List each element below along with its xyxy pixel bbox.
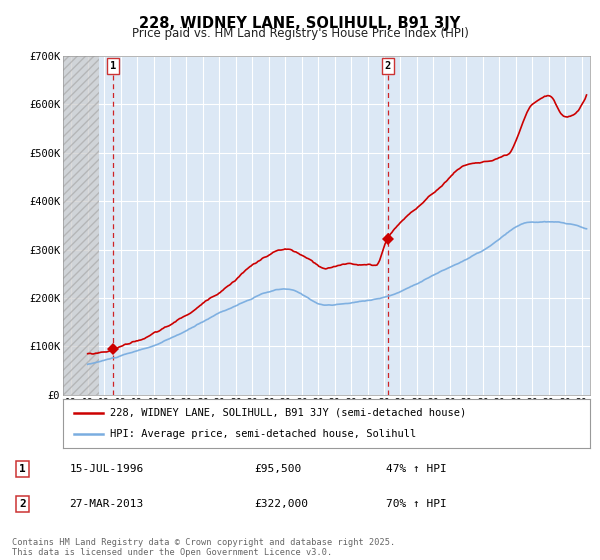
Point — [70, 431, 77, 437]
Bar — [63, 56, 99, 395]
Text: 2: 2 — [385, 61, 391, 71]
Text: 1: 1 — [110, 61, 116, 71]
Text: £322,000: £322,000 — [254, 499, 308, 509]
Text: 27-MAR-2013: 27-MAR-2013 — [70, 499, 144, 509]
Point — [70, 409, 77, 416]
Point — [99, 431, 106, 437]
Text: 228, WIDNEY LANE, SOLIHULL, B91 3JY: 228, WIDNEY LANE, SOLIHULL, B91 3JY — [139, 16, 461, 31]
Text: HPI: Average price, semi-detached house, Solihull: HPI: Average price, semi-detached house,… — [110, 429, 416, 439]
Text: 47% ↑ HPI: 47% ↑ HPI — [386, 464, 447, 474]
Text: Price paid vs. HM Land Registry's House Price Index (HPI): Price paid vs. HM Land Registry's House … — [131, 27, 469, 40]
Point — [99, 409, 106, 416]
Text: 1: 1 — [19, 464, 26, 474]
Text: 228, WIDNEY LANE, SOLIHULL, B91 3JY (semi-detached house): 228, WIDNEY LANE, SOLIHULL, B91 3JY (sem… — [110, 408, 467, 418]
Text: Contains HM Land Registry data © Crown copyright and database right 2025.
This d: Contains HM Land Registry data © Crown c… — [12, 538, 395, 557]
Text: 15-JUL-1996: 15-JUL-1996 — [70, 464, 144, 474]
Text: 2: 2 — [19, 499, 26, 509]
Text: 70% ↑ HPI: 70% ↑ HPI — [386, 499, 447, 509]
Text: £95,500: £95,500 — [254, 464, 301, 474]
